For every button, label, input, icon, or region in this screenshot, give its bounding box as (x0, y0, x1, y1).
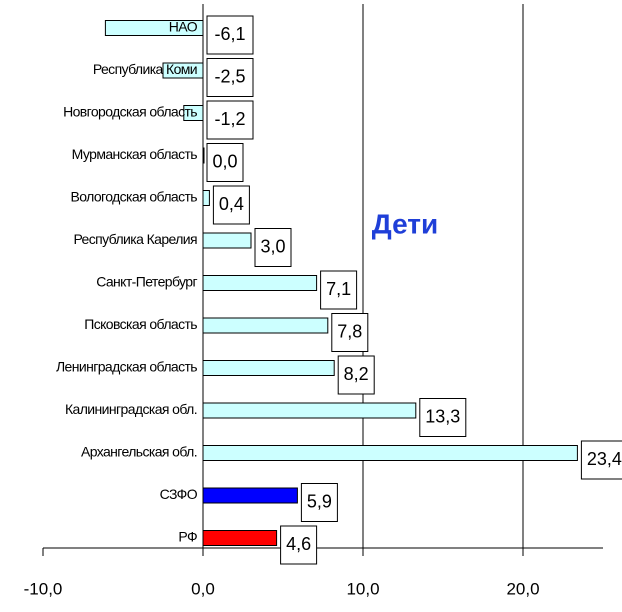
chart-title: Дети (372, 208, 438, 239)
bar (202, 190, 210, 206)
bar (202, 360, 335, 376)
value-label: 23,4 (587, 449, 622, 469)
value-label-box (206, 143, 244, 182)
category-label: Вологодская область (70, 189, 197, 205)
category-label: Архангельская обл. (81, 444, 197, 460)
x-tick-label: 10,0 (346, 579, 379, 598)
value-label-box (320, 270, 358, 310)
bar (202, 530, 278, 546)
bar (202, 147, 205, 164)
value-label: 7,8 (337, 321, 362, 341)
bar (104, 20, 204, 36)
category-label: Ленинградская область (56, 359, 197, 375)
category-label: РФ (178, 529, 197, 545)
value-label: -6,1 (214, 24, 245, 44)
value-label-box (254, 228, 292, 267)
category-label: Мурманская область (72, 146, 198, 162)
value-label-box (206, 100, 254, 140)
x-tick-label: 0,0 (191, 579, 215, 598)
value-label: 7,1 (326, 279, 351, 299)
bar (202, 487, 298, 504)
plot: -10,0 0,0 10,0 20,0 НАО -6,1 Республика Коми -2… (24, 4, 622, 598)
x-tick-label: -10,0 (24, 579, 63, 598)
category-label: Калининградская обл. (65, 401, 197, 417)
value-label: 0,4 (219, 194, 244, 214)
category-label: Новгородская область (63, 104, 197, 120)
value-label-box (212, 185, 250, 225)
value-label: 8,2 (344, 364, 369, 384)
bar (202, 445, 578, 461)
value-label-box (300, 483, 338, 522)
bar (202, 232, 252, 249)
value-label-box (419, 398, 467, 437)
value-label-box (280, 525, 318, 565)
value-label-box (206, 58, 254, 97)
value-label: 13,3 (425, 406, 460, 426)
category-label: СЗФО (160, 486, 198, 502)
bar (202, 317, 329, 334)
value-label: 5,9 (307, 491, 332, 511)
value-label: 3,0 (260, 236, 285, 256)
value-label-box (331, 313, 369, 352)
category-label: Республика Коми (93, 61, 197, 77)
bar (183, 105, 204, 121)
value-label-box (337, 355, 375, 395)
category-label: Республика Карелия (73, 231, 197, 247)
category-label: Псковская область (84, 316, 197, 332)
x-tick-label: 20,0 (506, 579, 539, 598)
category-label: НАО (169, 19, 198, 35)
category-label: Санкт-Петербург (96, 274, 197, 290)
value-label: 4,6 (286, 534, 311, 554)
value-label-box (206, 15, 254, 55)
bar (202, 275, 318, 291)
value-label: -1,2 (214, 109, 245, 129)
value-label: -2,5 (214, 66, 245, 86)
value-label: 0,0 (212, 151, 237, 171)
value-label-box (580, 440, 622, 480)
bar (202, 402, 417, 419)
bar (162, 62, 204, 79)
